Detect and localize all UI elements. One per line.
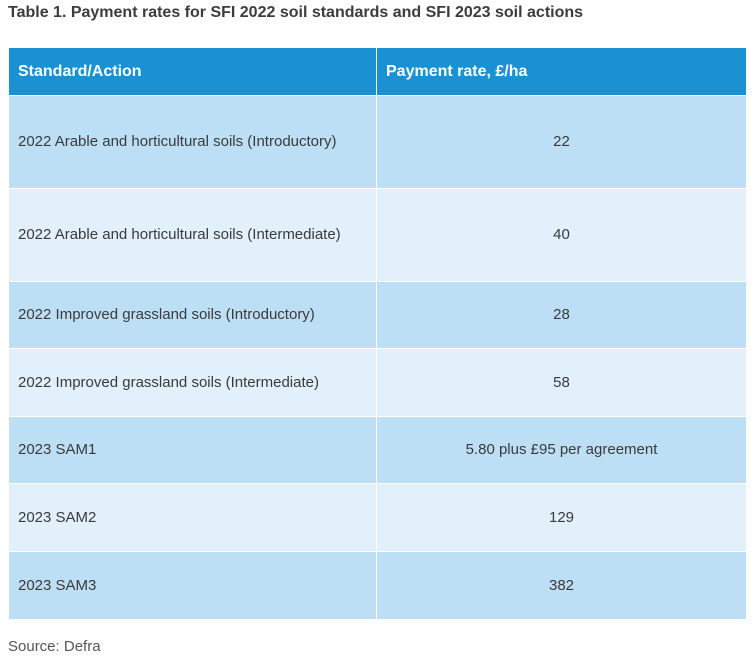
table-row: 2023 SAM3 382 — [8, 551, 747, 620]
action-cell: 2023 SAM1 — [8, 416, 377, 484]
rate-cell: 22 — [376, 95, 747, 189]
rate-cell: 58 — [376, 348, 747, 417]
action-cell: 2022 Improved grassland soils (Introduct… — [8, 281, 377, 349]
rate-cell: 129 — [376, 483, 747, 552]
table-row: 2022 Arable and horticultural soils (Int… — [8, 188, 747, 282]
rate-cell: 28 — [376, 281, 747, 349]
column-header-standard-action: Standard/Action — [8, 47, 377, 96]
action-cell: 2023 SAM2 — [8, 483, 377, 552]
table-title: Table 1. Payment rates for SFI 2022 soil… — [8, 4, 584, 21]
table-row: 2022 Improved grassland soils (Introduct… — [8, 281, 747, 349]
table-row: 2022 Arable and horticultural soils (Int… — [8, 95, 747, 189]
action-cell: 2022 Arable and horticultural soils (Int… — [8, 95, 377, 189]
table-row: 2023 SAM1 5.80 plus £95 per agreement — [8, 416, 747, 484]
action-cell: 2022 Arable and horticultural soils (Int… — [8, 188, 377, 282]
action-cell: 2023 SAM3 — [8, 551, 377, 620]
column-header-payment-rate: Payment rate, £/ha — [376, 47, 747, 96]
action-cell: 2022 Improved grassland soils (Intermedi… — [8, 348, 377, 417]
table-header-row: Standard/Action Payment rate, £/ha — [8, 47, 747, 96]
rate-cell: 40 — [376, 188, 747, 282]
table-row: 2023 SAM2 129 — [8, 483, 747, 552]
table-row: 2022 Improved grassland soils (Intermedi… — [8, 348, 747, 417]
source-note: Source: Defra — [8, 638, 101, 655]
payment-rates-table: Standard/Action Payment rate, £/ha 2022 … — [8, 47, 747, 620]
rate-cell: 5.80 plus £95 per agreement — [376, 416, 747, 484]
rate-cell: 382 — [376, 551, 747, 620]
